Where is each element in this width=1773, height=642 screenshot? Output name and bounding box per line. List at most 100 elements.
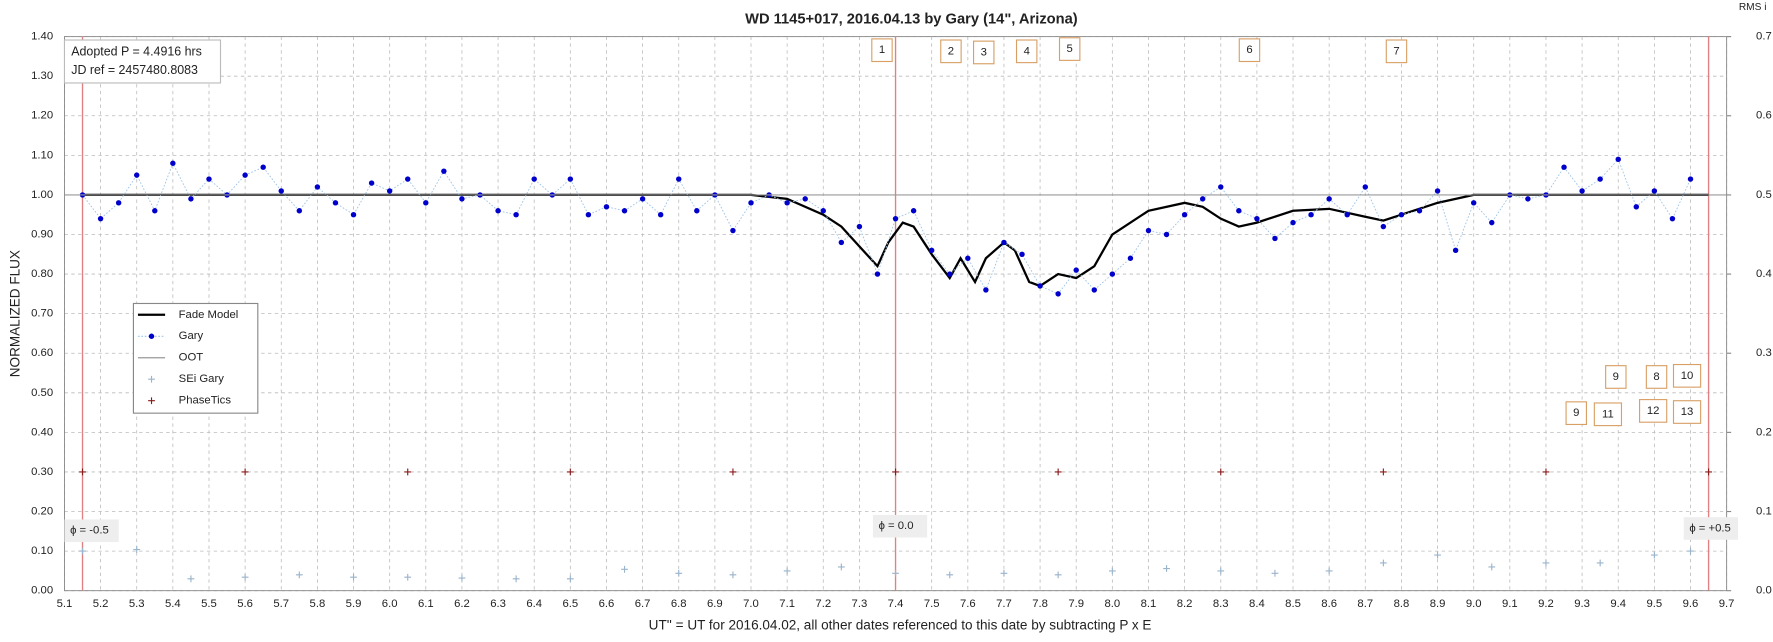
annotation-label: 7 bbox=[1393, 45, 1399, 57]
x-tick-label: 8.4 bbox=[1249, 598, 1265, 610]
data-point bbox=[1181, 211, 1188, 218]
phase-label-bg bbox=[872, 514, 928, 538]
phase-label-bg bbox=[1683, 517, 1738, 540]
legend-swatch bbox=[148, 397, 155, 405]
data-point bbox=[1615, 156, 1621, 163]
annotation-box bbox=[1015, 39, 1038, 64]
x-tick-label: 9.1 bbox=[1502, 598, 1518, 610]
x-tick-label: 9.6 bbox=[1683, 598, 1699, 610]
data-point bbox=[983, 287, 989, 293]
annotation-label: 10 bbox=[1681, 370, 1694, 382]
data-point bbox=[730, 227, 736, 234]
data-point bbox=[856, 223, 863, 230]
plus-marker bbox=[946, 571, 954, 579]
data-point bbox=[1362, 184, 1369, 190]
annotation-label: 8 bbox=[1653, 371, 1659, 383]
info-text: JD ref = 2457480.8083 bbox=[71, 63, 198, 77]
phase-label: ϕ = -0.5 bbox=[70, 525, 109, 537]
annotation-label: 9 bbox=[1573, 407, 1579, 419]
x-tick-label: 8.2 bbox=[1177, 598, 1193, 610]
x-tick-label: 7.7 bbox=[996, 598, 1012, 610]
x-tick-label: 7.4 bbox=[888, 598, 904, 610]
legend-swatch bbox=[148, 333, 155, 339]
x-tick-label: 8.3 bbox=[1213, 598, 1229, 610]
plus-marker bbox=[1054, 468, 1062, 476]
annotation-label: 12 bbox=[1647, 405, 1660, 417]
data-point bbox=[386, 188, 393, 194]
x-tick-label: 5.5 bbox=[201, 598, 217, 610]
phase-label: ϕ = 0.0 bbox=[879, 520, 914, 532]
plus-marker bbox=[458, 574, 466, 582]
x-tick-label: 5.6 bbox=[237, 598, 253, 610]
plus-marker bbox=[241, 468, 249, 476]
plus-marker bbox=[1650, 551, 1658, 559]
y2-tick-label: 0.1 bbox=[1756, 506, 1772, 518]
x-tick-label: 6.1 bbox=[418, 598, 434, 610]
x-tick-label: 6.9 bbox=[707, 598, 723, 610]
annotation-label: 4 bbox=[1024, 45, 1030, 57]
data-point bbox=[350, 211, 357, 218]
data-point bbox=[928, 247, 935, 254]
data-point bbox=[1199, 196, 1206, 202]
x-tick-label: 9.0 bbox=[1466, 598, 1482, 610]
y-tick-label: 0.40 bbox=[31, 426, 53, 438]
data-point bbox=[784, 200, 790, 206]
data-point bbox=[874, 271, 881, 277]
annotation-label: 5 bbox=[1067, 43, 1073, 55]
plus-marker bbox=[729, 571, 737, 579]
legend-label: OOT bbox=[179, 352, 204, 364]
x-tick-label: 5.2 bbox=[93, 598, 109, 610]
annotation-box bbox=[1385, 39, 1408, 64]
x-tick-label: 9.2 bbox=[1538, 598, 1554, 610]
plus-marker bbox=[566, 468, 574, 476]
data-point bbox=[892, 215, 899, 222]
y-tick-label: 0.80 bbox=[31, 268, 53, 280]
data-point bbox=[495, 208, 501, 214]
y-tick-label: 1.10 bbox=[31, 149, 53, 161]
y-tick-label: 1.40 bbox=[31, 31, 53, 43]
data-point bbox=[368, 180, 375, 186]
x-tick-label: 6.4 bbox=[526, 598, 542, 610]
plus-marker bbox=[512, 575, 520, 583]
annotation-box bbox=[1605, 365, 1627, 389]
x-tick-label: 5.7 bbox=[273, 598, 289, 610]
x-tick-label: 9.4 bbox=[1610, 598, 1626, 610]
data-point bbox=[1109, 271, 1116, 277]
y-tick-label: 0.00 bbox=[31, 585, 53, 597]
info-text: Adopted P = 4.4916 hrs bbox=[71, 45, 202, 59]
annotation-label: 13 bbox=[1681, 406, 1694, 418]
y2-tick-label: 0.5 bbox=[1756, 189, 1772, 201]
plus-marker bbox=[133, 546, 141, 553]
plus-marker bbox=[566, 575, 574, 583]
x-tick-label: 6.7 bbox=[635, 598, 651, 610]
data-point bbox=[1145, 227, 1152, 234]
plus-marker bbox=[404, 573, 412, 581]
data-point bbox=[1254, 215, 1260, 222]
plus-marker bbox=[1054, 571, 1062, 579]
annotation-label: 3 bbox=[981, 46, 987, 58]
y-tick-label: 0.90 bbox=[31, 228, 53, 240]
data-point bbox=[1452, 247, 1459, 254]
plus-marker bbox=[1217, 468, 1225, 476]
annotation-label: 6 bbox=[1246, 44, 1252, 56]
plus-marker bbox=[79, 547, 86, 555]
x-tick-label: 5.8 bbox=[310, 598, 326, 610]
plus-marker bbox=[1000, 569, 1008, 577]
x-tick-label: 8.5 bbox=[1285, 598, 1301, 610]
x-axis-label: UT'' = UT for 2016.04.02, all other date… bbox=[649, 617, 1152, 632]
legend-swatch bbox=[148, 375, 155, 383]
data-point bbox=[1398, 211, 1405, 218]
annotation-label: 11 bbox=[1602, 408, 1614, 420]
legend-label: Gary bbox=[179, 330, 204, 342]
data-point bbox=[910, 208, 917, 214]
annotation-box bbox=[871, 38, 893, 63]
annotation-box bbox=[1645, 365, 1668, 389]
plus-marker bbox=[350, 573, 357, 581]
data-point bbox=[405, 176, 411, 182]
data-point bbox=[134, 172, 140, 178]
x-tick-label: 6.3 bbox=[490, 598, 506, 610]
plus-marker bbox=[1379, 468, 1387, 476]
data-point bbox=[1651, 188, 1658, 194]
plus-marker bbox=[1163, 565, 1170, 572]
